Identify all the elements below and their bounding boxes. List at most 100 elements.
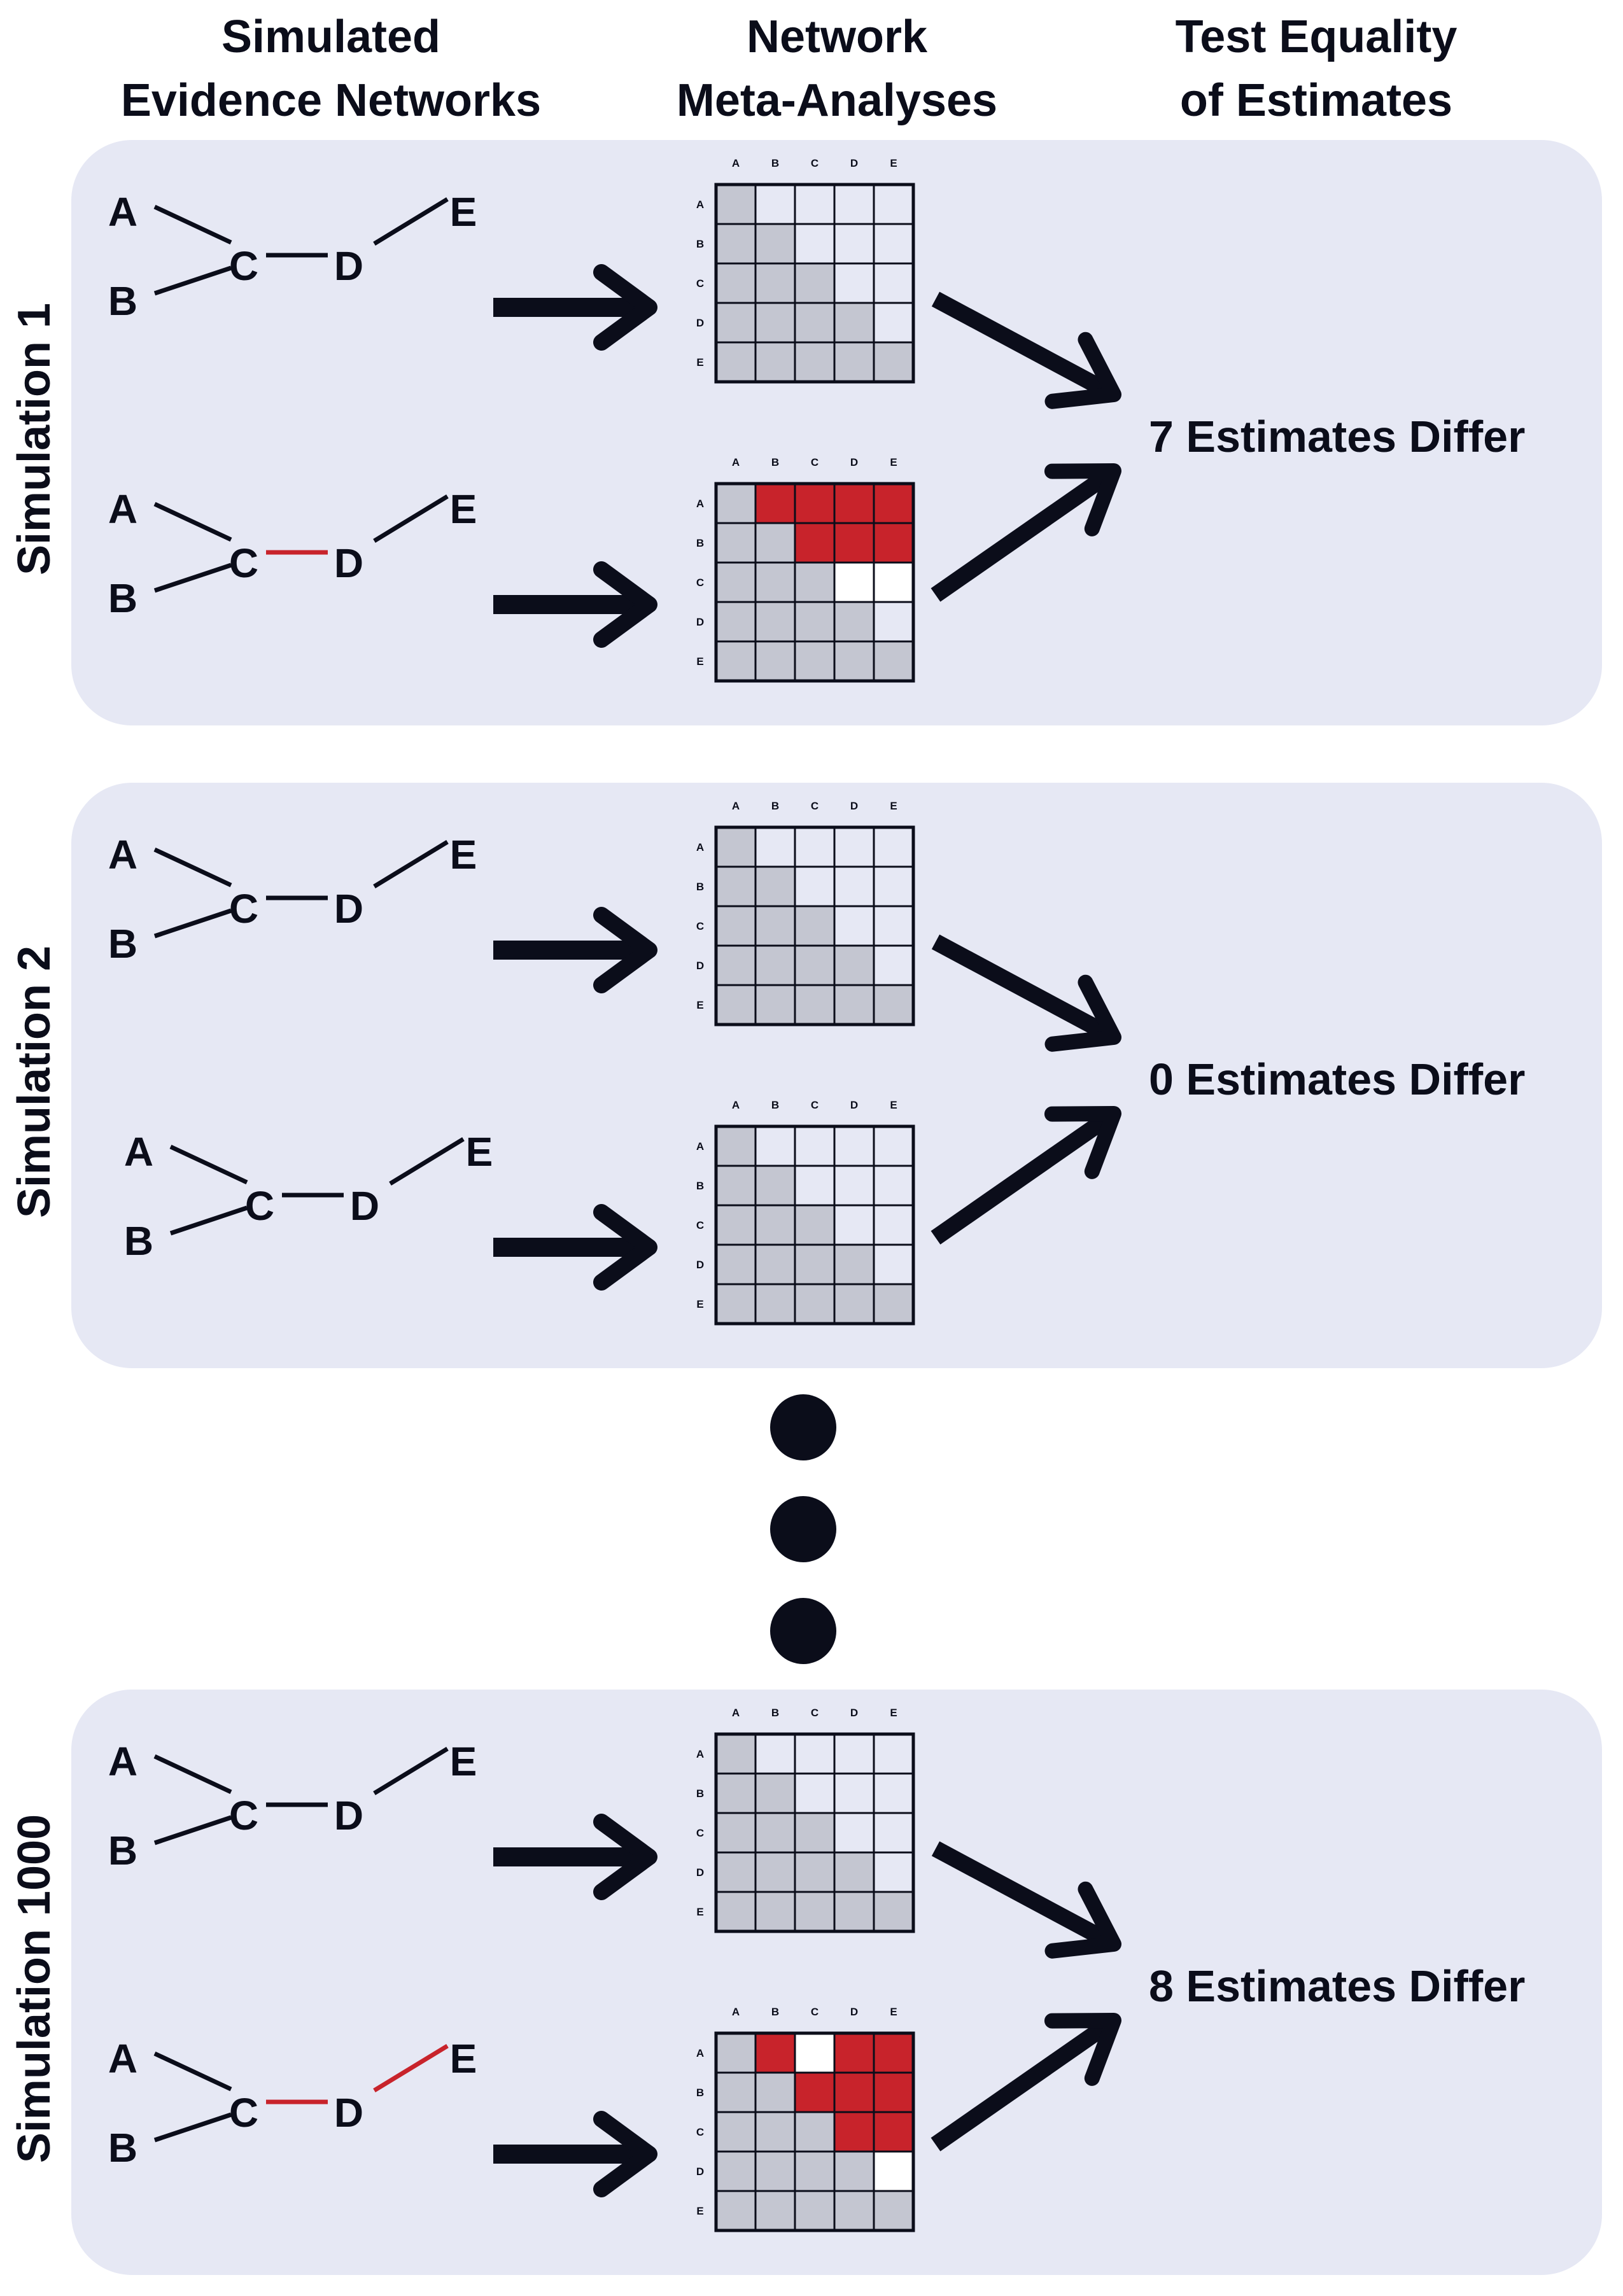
matrix-cell-1 (833, 1851, 875, 1893)
matrix-cell-2 (833, 522, 875, 564)
matrix-cell-1 (754, 984, 796, 1026)
matrix-cell-2 (794, 2111, 836, 2153)
matrix-row-label-2: C (696, 1219, 704, 1231)
matrix-row-label-2: D (696, 1259, 704, 1271)
arrow-to-result-top-head (1044, 974, 1121, 1052)
arrow-to-result-top-shaft (931, 934, 1110, 1040)
matrix-row-label-2: C (696, 577, 704, 589)
edge-d-e-row1 (373, 197, 449, 246)
matrix-cell-2 (715, 601, 757, 643)
matrix-cell-2 (754, 601, 796, 643)
matrix-cell-2 (794, 1125, 836, 1167)
node-b-row1: B (108, 921, 137, 967)
arrow-to-result-top-head (1044, 332, 1121, 409)
node-a-row2: A (108, 2036, 137, 2082)
result-text: 7 Estimates Differ (1149, 412, 1525, 461)
matrix-col-label-1: C (811, 1707, 819, 1719)
matrix-cell-1 (833, 1812, 875, 1854)
matrix-col-label-2: A (732, 456, 740, 468)
matrix-cell-2 (715, 2190, 757, 2232)
matrix-cell-2 (794, 601, 836, 643)
matrix-cell-2 (833, 640, 875, 682)
matrix-cell-2 (794, 2032, 836, 2074)
matrix-cell-1 (715, 1851, 757, 1893)
arrow-to-result-top-shaft (931, 1841, 1110, 1947)
matrix-col-label-2: D (850, 456, 858, 468)
matrix-cell-1 (794, 944, 836, 986)
matrix-row-label-2: E (696, 1298, 703, 1310)
matrix-cell-2 (873, 561, 915, 603)
matrix-cell-2 (754, 1204, 796, 1246)
matrix-cell-1 (794, 1733, 836, 1775)
matrix-cell-1 (754, 262, 796, 304)
matrix-cell-1 (873, 1772, 915, 1814)
node-e-row2: E (466, 1129, 493, 1175)
matrix-row-label-2: A (696, 2047, 704, 2059)
matrix-cell-2 (873, 1243, 915, 1285)
matrix-cell-2 (833, 561, 875, 603)
matrix-cell-2 (715, 1283, 757, 1325)
matrix-row-label-1: C (696, 920, 704, 932)
matrix-col-label-1: A (732, 1707, 740, 1719)
matrix-col-label-1: B (771, 1707, 779, 1719)
result-text: 8 Estimates Differ (1149, 1961, 1525, 2011)
matrix-cell-1 (754, 341, 796, 383)
matrix-cell-1 (833, 1891, 875, 1933)
header-nma-line2: Meta-Analyses (677, 75, 997, 126)
node-a-row1: A (108, 1739, 137, 1784)
matrix-row-label-2: D (696, 616, 704, 628)
matrix-col-label-2: E (890, 2006, 897, 2018)
matrix-row-label-1: B (696, 1788, 704, 1800)
panel-background (71, 783, 1602, 1368)
matrix-cell-2 (715, 2071, 757, 2113)
matrix-cell-1 (754, 1812, 796, 1854)
matrix-cell-2 (794, 2150, 836, 2192)
matrix-cell-2 (833, 2032, 875, 2074)
matrix-cell-2 (754, 2150, 796, 2192)
matrix-row-label-2: E (696, 655, 703, 668)
node-d-row1: D (334, 243, 363, 289)
simulation-label: Simulation 2 (9, 946, 60, 1218)
matrix-cell-2 (715, 1165, 757, 1207)
matrix-cell-1 (715, 183, 757, 225)
matrix-col-label-1: B (771, 800, 779, 812)
matrix-cell-2 (873, 2190, 915, 2232)
arrow-to-result-top-head (1044, 1881, 1121, 1959)
matrix-cell-1 (833, 944, 875, 986)
matrix-cell-2 (715, 640, 757, 682)
matrix-cell-2 (794, 522, 836, 564)
simulation-label: Simulation 1000 (9, 1814, 60, 2163)
matrix-col-label-1: D (850, 157, 858, 169)
matrix-cell-1 (873, 1812, 915, 1854)
matrix-col-label-1: C (811, 157, 819, 169)
matrix-cell-1 (715, 1772, 757, 1814)
matrix-cell-2 (794, 2071, 836, 2113)
matrix-row-label-1: D (696, 1866, 704, 1879)
matrix-cell-2 (833, 601, 875, 643)
header-networks-line1: Simulated (221, 11, 440, 62)
arrow-to-matrix-1-head (593, 264, 657, 351)
matrix-row-label-1: E (696, 999, 703, 1011)
matrix-cell-2 (833, 2150, 875, 2192)
matrix-cell-2 (794, 1283, 836, 1325)
matrix-cell-1 (754, 905, 796, 947)
matrix-col-label-1: E (890, 157, 897, 169)
matrix-cell-1 (833, 984, 875, 1026)
node-c-row1: C (229, 1793, 258, 1838)
matrix-cell-2 (715, 2032, 757, 2074)
result-text: 0 Estimates Differ (1149, 1054, 1525, 1104)
matrix-cell-2 (754, 2071, 796, 2113)
matrix-cell-2 (754, 561, 796, 603)
matrix-cell-2 (715, 2111, 757, 2153)
matrix-cell-1 (754, 826, 796, 868)
edge-b-c-row1 (153, 265, 232, 296)
matrix-row-label-1: E (696, 1906, 703, 1918)
matrix-cell-2 (873, 640, 915, 682)
matrix-cell-2 (833, 1283, 875, 1325)
arrow-to-result-bottom-shaft (931, 469, 1111, 602)
matrix-cell-2 (715, 561, 757, 603)
matrix-cell-1 (794, 223, 836, 265)
